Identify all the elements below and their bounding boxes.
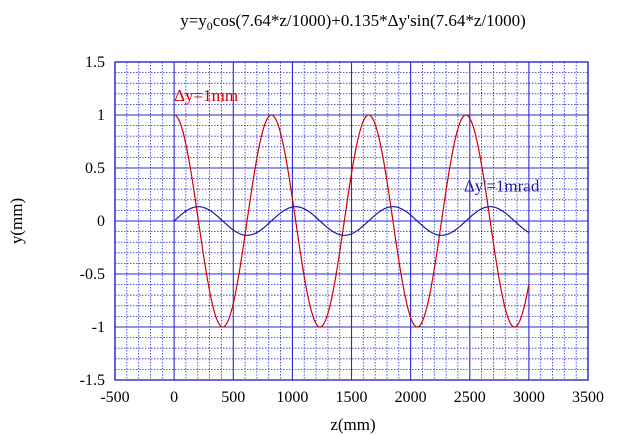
x-tick-label: 2500 — [454, 389, 486, 406]
annotations: Δy=1mm Δy'=1mrad — [174, 86, 540, 195]
x-tick-label: 500 — [221, 389, 245, 406]
chart-title-post: cos(7.64*z/1000)+0.135*Δy'sin(7.64*z/100… — [213, 11, 526, 30]
x-tick-label: 3500 — [572, 389, 604, 406]
x-tick-label: 2000 — [395, 389, 427, 406]
grid — [114, 61, 589, 381]
y-tick-label: -1 — [92, 319, 105, 336]
series-annotation-1: Δy'=1mrad — [464, 176, 540, 195]
y-tick-label: 1 — [97, 107, 105, 124]
y-tick-label: 1.5 — [85, 54, 105, 71]
y-tick-label: -0.5 — [80, 266, 105, 283]
series-layer — [173, 114, 530, 328]
x-tick-label: 0 — [170, 389, 178, 406]
series-line-0 — [174, 114, 530, 328]
y-tick-label: 0.5 — [85, 160, 105, 177]
y-tick-label: 0 — [97, 213, 105, 230]
x-tick-label: 3000 — [513, 389, 545, 406]
plot-frame — [114, 61, 589, 381]
x-axis-label: z(mm) — [330, 415, 375, 434]
series-line-1 — [173, 206, 530, 236]
chart-title-pre: y=y — [180, 11, 207, 30]
series-annotation-0: Δy=1mm — [174, 86, 238, 105]
chart-title: y=y0cos(7.64*z/1000)+0.135*Δy'sin(7.64*z… — [180, 11, 526, 33]
x-tick-label: 1500 — [336, 389, 368, 406]
x-tick-label: 1000 — [276, 389, 308, 406]
chart-title-sub: 0 — [207, 19, 213, 33]
x-tick-label: -500 — [100, 389, 129, 406]
y-axis-label: y(mm) — [7, 198, 26, 244]
tick-labels: -500 0 500 1000 1500 2000 2500 3000 3500 -1.5 -1 -0… — [80, 54, 604, 406]
y-tick-label: -1.5 — [80, 372, 105, 389]
